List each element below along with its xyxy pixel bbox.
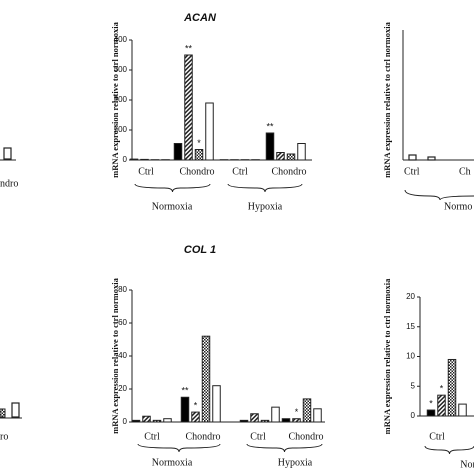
bar: [276, 152, 285, 161]
right-edge-fragment: [402, 30, 474, 201]
bar: [184, 54, 193, 161]
chart-title: ACAN: [183, 12, 217, 24]
fragment-text: ro: [0, 431, 8, 442]
y-tick-label: 40: [118, 351, 127, 360]
bar: [286, 153, 296, 161]
y-tick-label: 20: [118, 384, 127, 393]
significance-mark: **: [266, 121, 274, 131]
bar: [201, 335, 211, 423]
group-brace: [246, 443, 323, 453]
x-tick-label: Ctrl: [144, 431, 160, 442]
significance-mark: *: [429, 398, 433, 408]
y-tick-label: 60: [118, 318, 127, 327]
fragment-text: Ctrl: [404, 166, 420, 177]
group-label: Normoxia: [152, 457, 193, 468]
bar: [173, 143, 183, 161]
y-axis-title: mRNA expression relative to ctrl normoxi…: [110, 277, 120, 433]
fragment-text: Normo: [444, 201, 472, 212]
group-label: Hypoxia: [278, 457, 313, 468]
group-brace: [424, 445, 474, 455]
bar: [302, 398, 312, 423]
group-brace: [137, 443, 221, 453]
bar: [152, 419, 162, 423]
bar: [142, 415, 151, 423]
bar: [297, 143, 306, 161]
fragment-text: Ch: [459, 166, 471, 177]
bar: [140, 158, 149, 161]
x-tick-label: Ctrl: [232, 166, 248, 177]
y-tick-label: 0: [411, 411, 416, 420]
significance-mark: *: [295, 407, 299, 417]
bar: [447, 358, 457, 417]
bar: [292, 418, 301, 423]
significance-mark: *: [194, 400, 198, 410]
bar: [191, 411, 200, 423]
y-tick-label: 300: [114, 65, 128, 74]
y-tick-label: 0: [123, 417, 128, 426]
y-tick-label: 10: [406, 352, 415, 361]
bar: [426, 409, 436, 417]
bar: [260, 419, 270, 423]
bar: [458, 403, 467, 417]
x-tick-label: Ctrl: [429, 431, 445, 442]
x-tick-label: Ctrl: [250, 431, 266, 442]
bar: [437, 394, 446, 417]
x-tick-label: Chondro: [186, 431, 221, 442]
y-tick-label: 80: [118, 285, 127, 294]
y-tick-label: 200: [114, 95, 128, 104]
y-tick-label: 0: [123, 155, 128, 164]
y-tick-label: 20: [406, 292, 415, 301]
bar: [163, 418, 172, 423]
bar: [250, 413, 259, 423]
y-tick-label: 100: [114, 125, 128, 134]
bar: [194, 149, 204, 161]
left-edge-fragment: [0, 147, 22, 419]
y-axis-title: mRNA expression relative to ctrl normoxi…: [382, 278, 392, 434]
y-tick-label: 5: [411, 381, 416, 390]
significance-mark: *: [440, 384, 444, 394]
fragment-text: ndro: [0, 178, 18, 189]
bar: [271, 406, 280, 423]
bar: [131, 419, 141, 423]
bar: [281, 418, 291, 423]
bar: [313, 408, 322, 423]
x-tick-label: Chondro: [272, 166, 307, 177]
bar: [180, 396, 190, 423]
group-label: Nor: [460, 459, 474, 470]
bar: [129, 158, 139, 161]
group-brace: [134, 183, 211, 193]
chart-title: COL 1: [184, 244, 216, 256]
significance-mark: **: [185, 43, 193, 53]
significance-mark: **: [181, 386, 189, 396]
x-tick-label: Chondro: [289, 431, 324, 442]
y-tick-label: 15: [406, 322, 415, 331]
x-tick-label: Ctrl: [138, 166, 154, 177]
bar: [205, 102, 214, 161]
group-brace: [227, 183, 303, 193]
group-label: Hypoxia: [248, 201, 283, 212]
bar: [212, 385, 221, 423]
y-axis-title: mRNA expression relative to ctrl normoxi…: [382, 21, 392, 177]
bar: [239, 419, 249, 423]
bar: [265, 132, 275, 161]
group-label: Normoxia: [152, 201, 193, 212]
y-tick-label: 400: [114, 35, 128, 44]
significance-mark: *: [197, 138, 201, 148]
y-axis-title: mRNA expression relative to ctrl normoxi…: [110, 21, 120, 177]
x-tick-label: Chondro: [180, 166, 215, 177]
